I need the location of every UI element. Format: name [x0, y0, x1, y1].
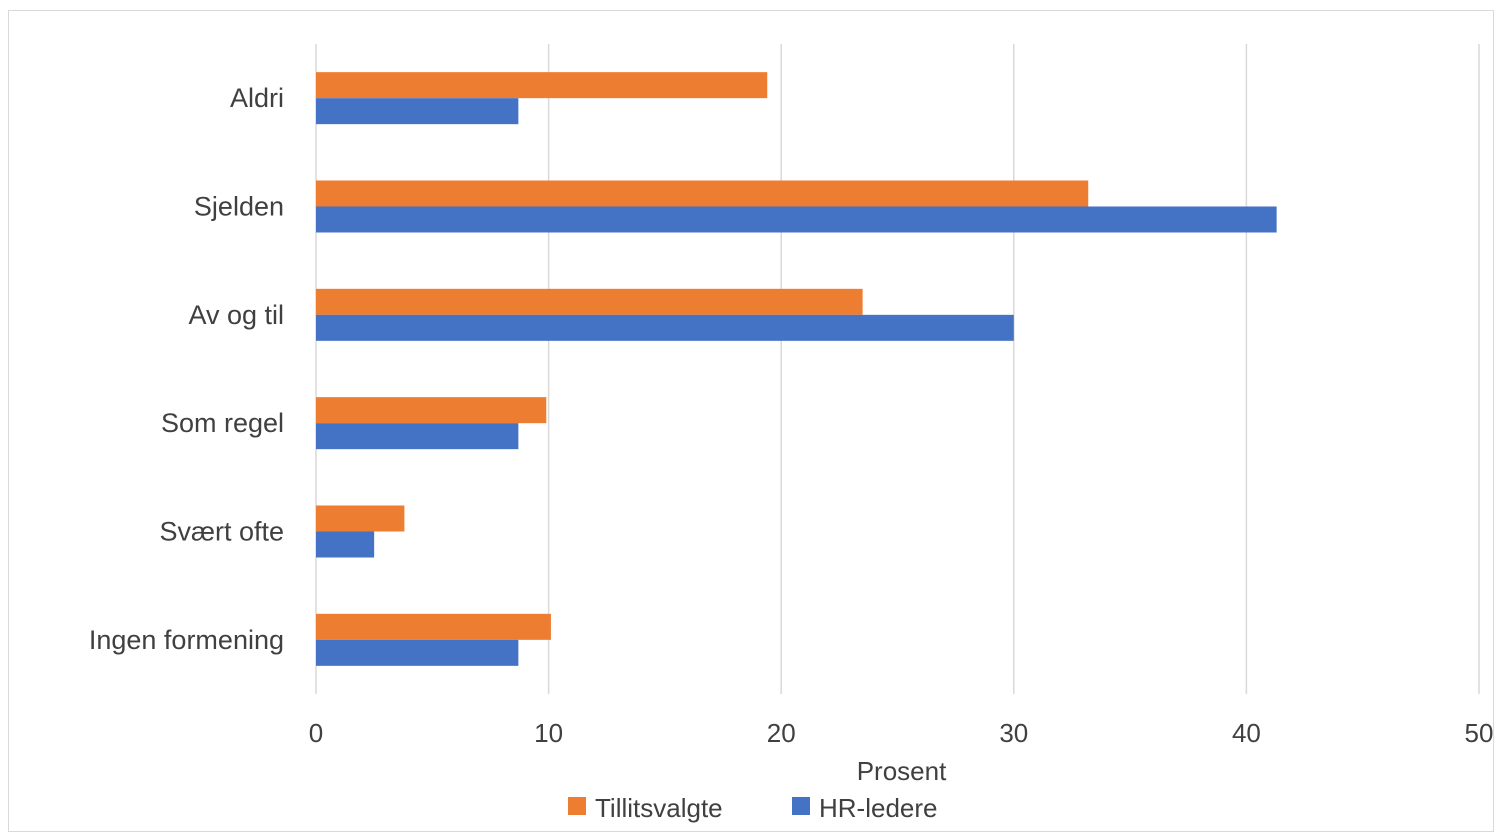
legend-swatch-Tillitsvalgte: [568, 797, 586, 815]
gridlines: [315, 44, 1480, 694]
bar-Tillitsvalgte-Som regel: [316, 397, 547, 424]
legend-label: Tillitsvalgte: [595, 793, 723, 823]
category-label: Sjelden: [194, 192, 284, 222]
category-label: Svært ofte: [159, 517, 284, 547]
bar-Tillitsvalgte-Sjelden: [316, 180, 1089, 207]
x-tick-labels: 0 10 20 30 40 50: [309, 718, 1494, 748]
bar-Tillitsvalgte-Aldri: [316, 72, 768, 99]
x-tick-label: 50: [1465, 718, 1494, 748]
bar-HR-ledere-Svært ofte: [316, 531, 375, 558]
bar-Tillitsvalgte-Svært ofte: [316, 505, 405, 532]
bars: [316, 72, 1277, 666]
x-tick-label: 0: [309, 718, 323, 748]
x-tick-label: 10: [534, 718, 563, 748]
bar-HR-ledere-Aldri: [316, 98, 519, 125]
category-label: Av og til: [188, 300, 284, 330]
chart-frame: [8, 10, 1494, 832]
x-tick-label: 20: [767, 718, 796, 748]
category-labels: Aldri Sjelden Av og til Som regel Svært ofte…: [89, 83, 284, 655]
legend: Tillitsvalgte HR-ledere: [568, 793, 938, 823]
legend-swatch-HR-ledere: [792, 797, 810, 815]
x-tick-label: 40: [1232, 718, 1261, 748]
x-axis-title: Prosent: [857, 756, 947, 786]
x-tick-label: 30: [999, 718, 1028, 748]
category-label: Ingen formening: [89, 625, 284, 655]
legend-label: HR-ledere: [819, 793, 938, 823]
category-label: Aldri: [230, 83, 284, 113]
category-label: Som regel: [161, 408, 284, 438]
bar-HR-ledere-Som regel: [316, 423, 519, 450]
bar-HR-ledere-Av og til: [316, 314, 1014, 341]
bar-Tillitsvalgte-Ingen formening: [316, 613, 551, 640]
bar-Tillitsvalgte-Av og til: [316, 288, 863, 315]
bar-HR-ledere-Sjelden: [316, 206, 1277, 233]
bar-HR-ledere-Ingen formening: [316, 639, 519, 666]
